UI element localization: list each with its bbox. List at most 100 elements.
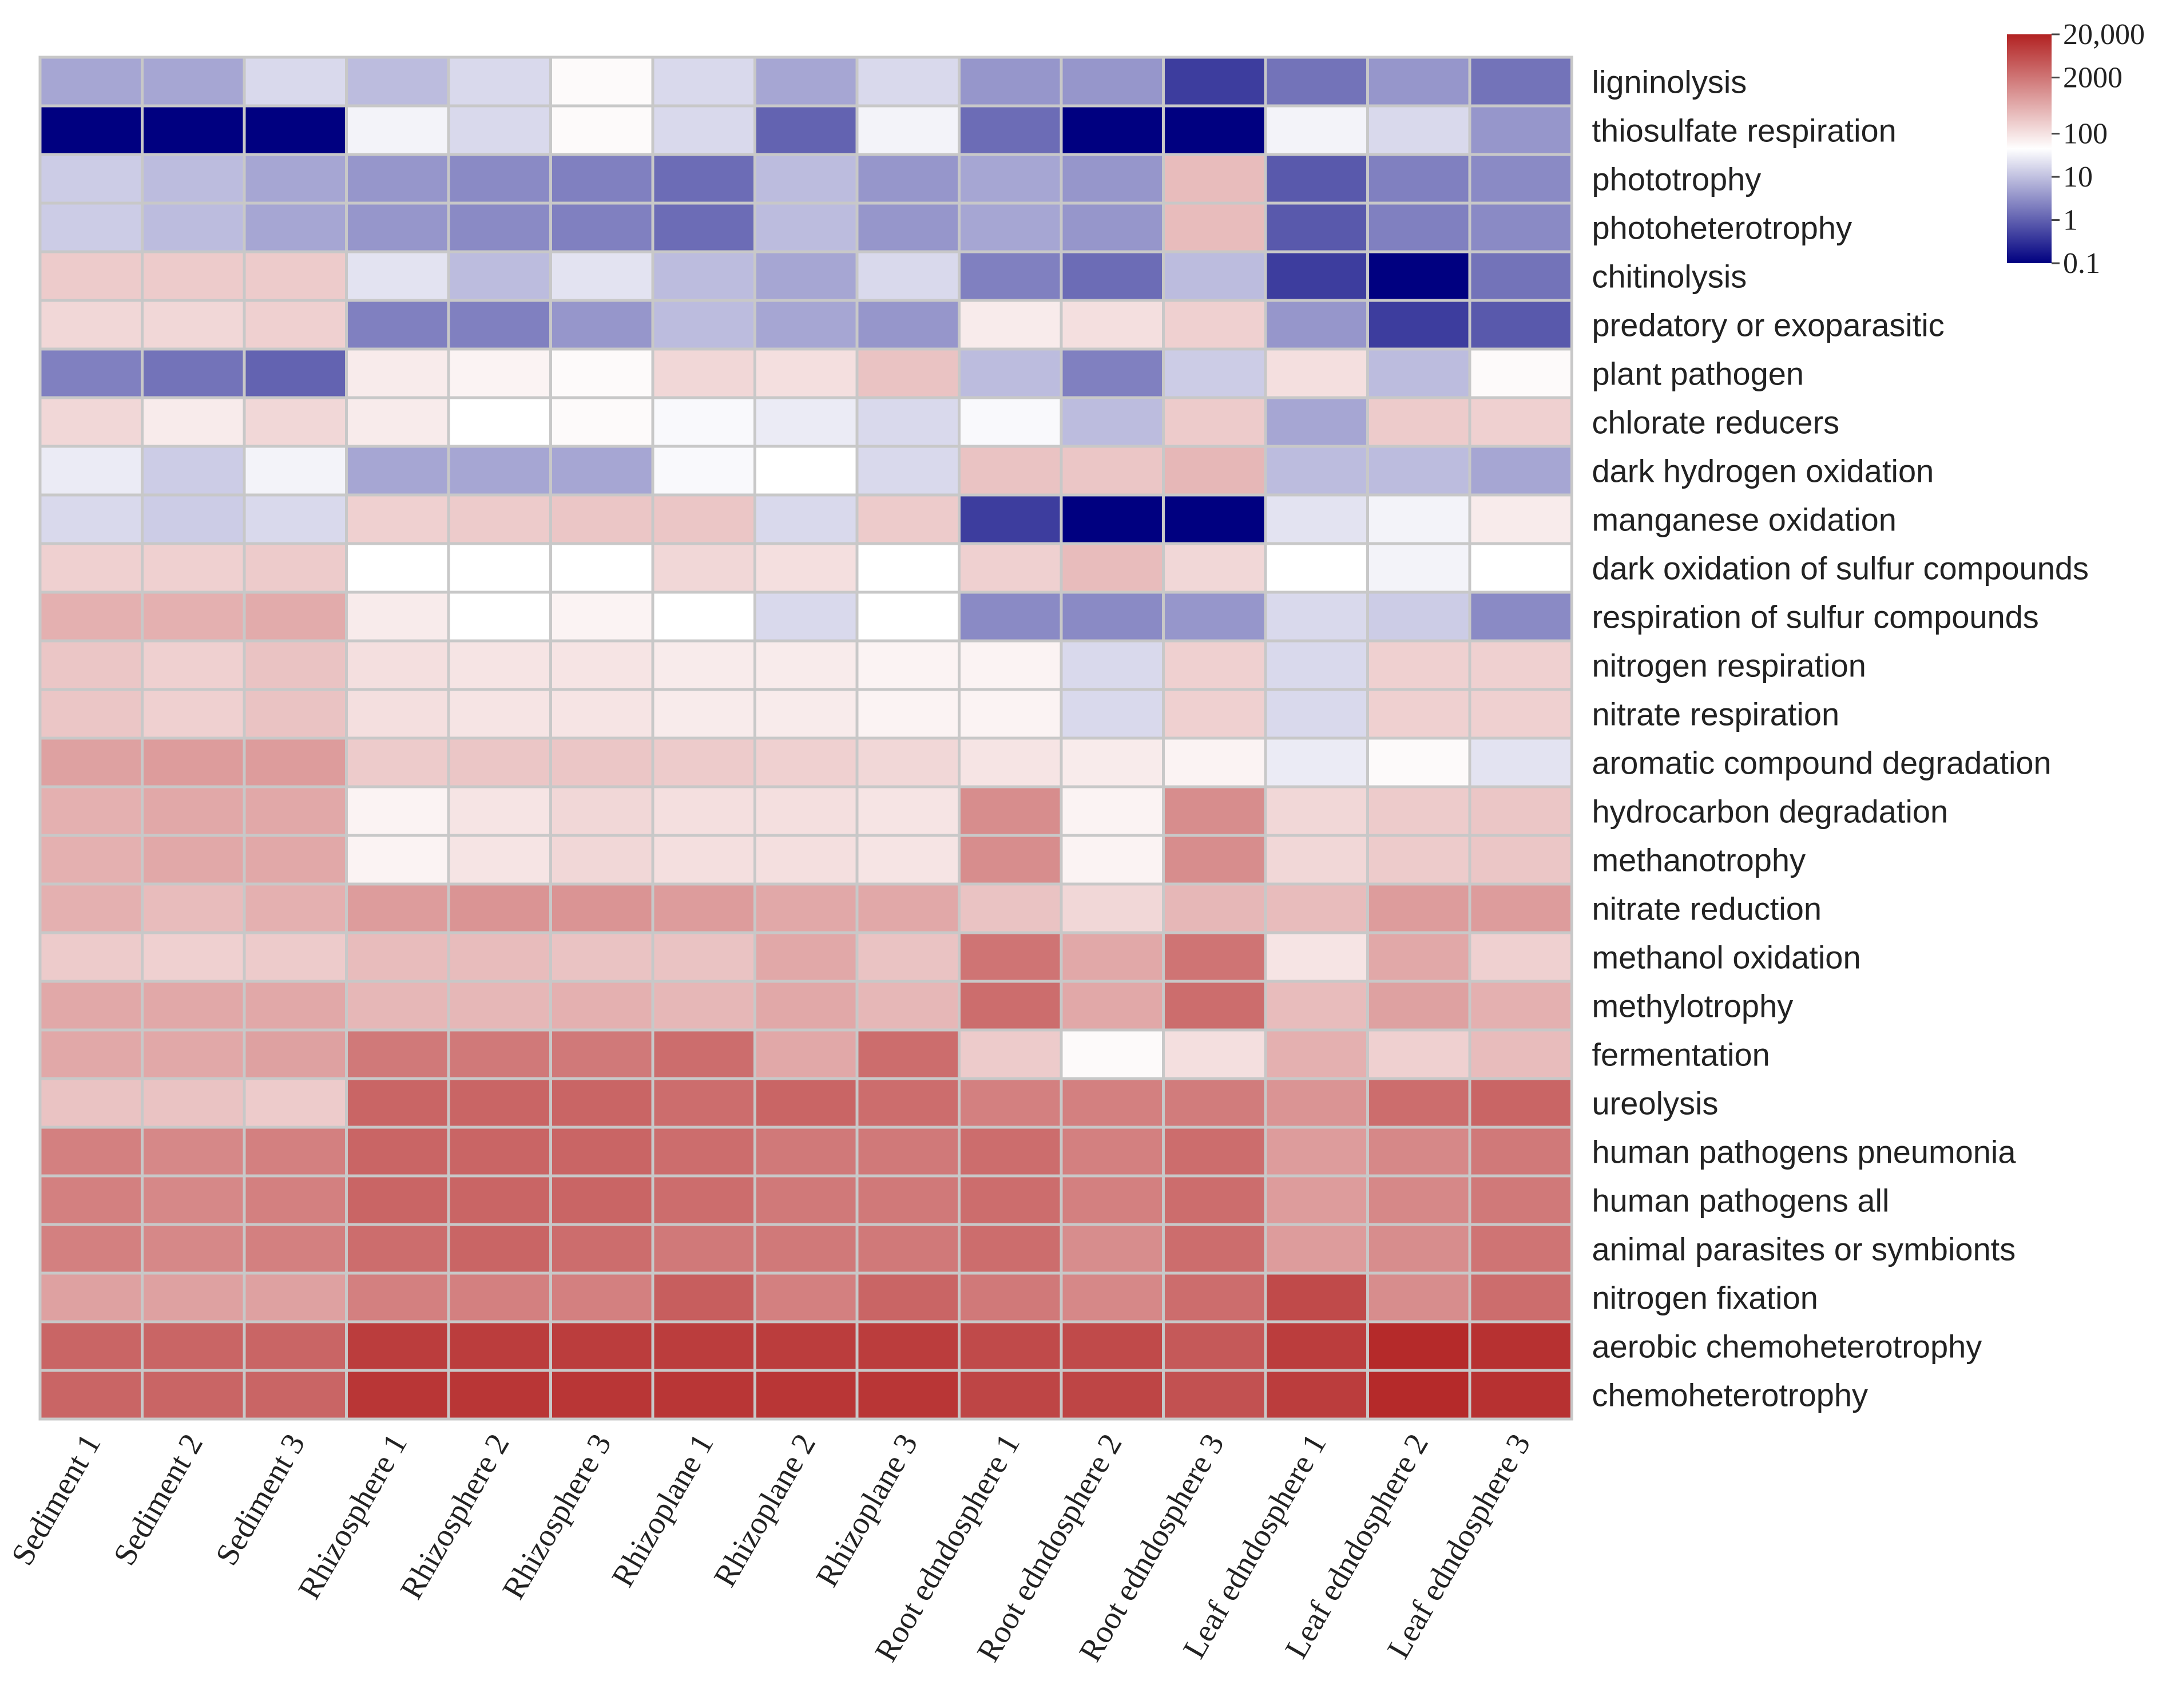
heatmap-cell [1468,1223,1573,1275]
heatmap-cell [243,1028,348,1080]
heatmap-cell [38,736,144,788]
column-label: Rhizosphere 3 [495,1428,618,1606]
heatmap-cell [651,1077,756,1129]
heatmap-cell [38,591,144,643]
heatmap-cell [141,104,246,156]
heatmap-cell [1366,347,1471,399]
heatmap-cell [549,1320,654,1372]
heatmap-cell [549,785,654,837]
heatmap-cell [345,834,450,886]
heatmap-cell [243,1174,348,1226]
heatmap-cell [141,591,246,643]
heatmap-cell [549,1369,654,1421]
heatmap-cell [243,1077,348,1129]
row-label: methanotrophy [1592,842,1806,878]
heatmap-cell [1060,445,1165,497]
heatmap-cell [1162,834,1267,886]
heatmap-cell [855,493,961,545]
heatmap-cell [855,639,961,691]
heatmap-cell [855,153,961,205]
heatmap-cell [549,201,654,253]
heatmap-cell [1264,1077,1369,1129]
row-labels: ligninolysis thiosulfate respiration photo… [1592,64,2089,1413]
heatmap-cell [141,736,246,788]
heatmap-cell [243,931,348,983]
heatmap-cell [1366,736,1471,788]
heatmap-cell [1162,396,1267,448]
heatmap-cell [345,1126,450,1178]
heatmap-cell [1264,201,1369,253]
heatmap-cell [141,493,246,545]
heatmap-cell [38,493,144,545]
heatmap-cell [38,201,144,253]
heatmap-cell [1162,785,1267,837]
heatmap-cell [345,1077,450,1129]
heatmap-cell [1060,1369,1165,1421]
heatmap-cell [1366,445,1471,497]
heatmap-cell [1366,493,1471,545]
heatmap-cell [1468,1271,1573,1323]
heatmap-cell [651,1271,756,1323]
heatmap-cell [1366,1028,1471,1080]
heatmap-cell [38,299,144,351]
heatmap-cell [1468,882,1573,934]
heatmap-cell [1162,1077,1267,1129]
heatmap-cell [1468,493,1573,545]
heatmap-cell [38,882,144,934]
heatmap-cell [141,299,246,351]
heatmap-cell [753,445,859,497]
heatmap-cell [1060,1223,1165,1275]
heatmap-cell [1264,785,1369,837]
heatmap-cell [549,1271,654,1323]
heatmap-cell [447,736,552,788]
heatmap-cell [345,591,450,643]
heatmap-cell [753,1369,859,1421]
heatmap-cell [243,785,348,837]
heatmap-cell [958,1369,1063,1421]
heatmap-cell [38,153,144,205]
heatmap-cell [651,493,756,545]
heatmap-cell [1468,980,1573,1032]
heatmap-cell [753,56,859,108]
heatmap-cell [447,1174,552,1226]
heatmap-cell [958,1271,1063,1323]
heatmap-cell [1264,736,1369,788]
heatmap-cell [345,1174,450,1226]
heatmap-cell [651,785,756,837]
heatmap-cell [1264,1223,1369,1275]
heatmap-cell [753,931,859,983]
heatmap-cell [345,931,450,983]
heatmap-cell [1366,688,1471,740]
heatmap-cell [855,104,961,156]
heatmap-cell [1060,882,1165,934]
heatmap-cell [345,396,450,448]
heatmap-cell [38,1077,144,1129]
heatmap-cell [855,736,961,788]
heatmap-cell [753,1126,859,1178]
heatmap-cell [753,1271,859,1323]
legend-tick-label: 10 [2063,161,2093,193]
heatmap-cell [1264,1174,1369,1226]
heatmap-cell [753,347,859,399]
heatmap-cell [345,980,450,1032]
heatmap-cell [1162,153,1267,205]
heatmap-cell [1366,882,1471,934]
heatmap-cells [38,56,1573,1421]
heatmap-cell [958,153,1063,205]
legend-color-bar [2007,34,2052,263]
heatmap-cell [1468,834,1573,886]
heatmap-cell [1366,250,1471,302]
heatmap-cell [958,201,1063,253]
heatmap-cell [549,396,654,448]
legend-tick-label: 100 [2063,118,2108,150]
heatmap-cell [447,834,552,886]
heatmap-cell [855,201,961,253]
heatmap-cell [1060,396,1165,448]
heatmap-cell [1060,104,1165,156]
heatmap-cell [1468,56,1573,108]
heatmap-cell [1060,591,1165,643]
heatmap-cell [1264,104,1369,156]
heatmap-cell [447,201,552,253]
heatmap-cell [1162,736,1267,788]
